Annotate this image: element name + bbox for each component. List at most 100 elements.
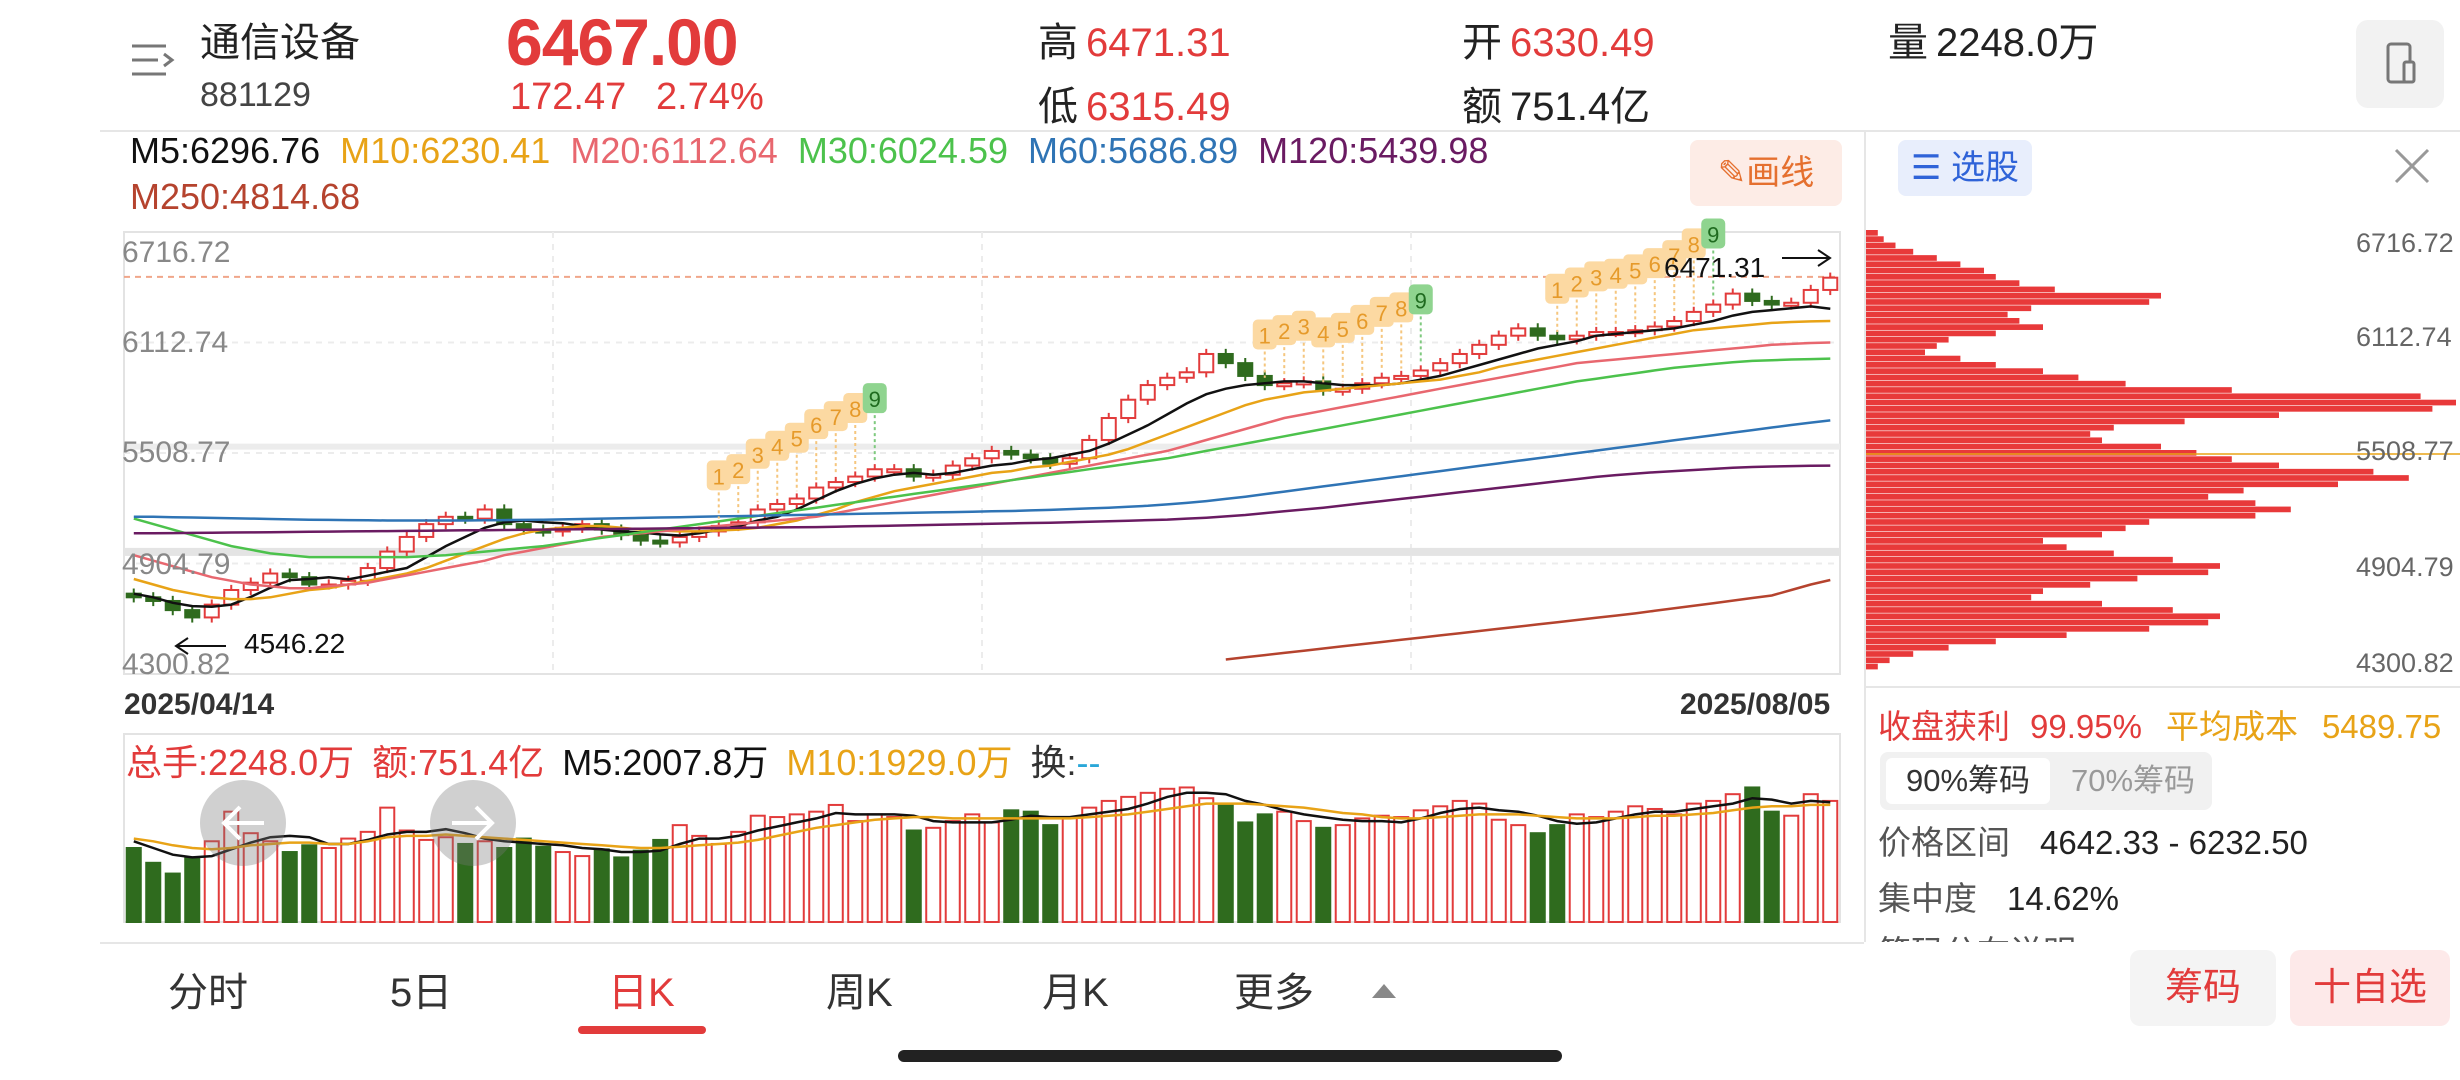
profile-bar <box>1866 588 2043 594</box>
volume-frame <box>123 733 1841 923</box>
tab-intraday[interactable]: 分时 <box>168 971 248 1015</box>
volume-bar <box>262 840 279 923</box>
candle-body <box>1822 276 1839 291</box>
candlestick-chart[interactable]: 1 23 4 56 7 8 91 2 3 4 5 6 7 8 9 1 2 3 4 5 6 7 8 9 <box>0 0 1870 940</box>
volume-bar <box>184 856 201 923</box>
volume-bar <box>730 830 747 924</box>
scroll-left-button[interactable] <box>200 780 286 866</box>
ma20-label: M20:6112.64 <box>570 130 778 171</box>
td-count-label: 9 <box>869 387 881 412</box>
td-count-badge <box>862 383 887 414</box>
volume-bar <box>788 813 805 924</box>
landscape-toggle-button[interactable] <box>2356 20 2444 108</box>
volume-bar <box>574 855 591 924</box>
draw-line-button[interactable]: ✎画线 <box>1690 140 1842 206</box>
profile-bar <box>1866 336 1949 343</box>
volume-bar <box>827 803 844 923</box>
candle-body <box>1763 299 1780 306</box>
seg-90-option[interactable]: 90%筹码 <box>1886 758 2050 804</box>
profile-bar <box>1866 600 2102 607</box>
profile-bar <box>1866 368 2043 374</box>
td-count-badge <box>1701 218 1726 249</box>
volume-bar <box>1198 797 1215 924</box>
candle-body <box>1276 382 1293 388</box>
td-count-label: 3 <box>1590 265 1602 290</box>
candle-body <box>847 475 864 484</box>
add-watchlist-button[interactable]: 十自选 <box>2290 950 2450 1026</box>
td-count-badge <box>706 460 731 491</box>
ma-legend-row2: M250:4814.68 <box>130 176 380 218</box>
td-count-label: 2 <box>1278 319 1290 344</box>
total-volume-label: 总手:2248.0万 <box>126 742 355 783</box>
candle-body <box>1724 292 1741 306</box>
profile-bar <box>1866 450 2197 456</box>
tab-weekly-k[interactable]: 周K <box>826 971 893 1015</box>
volume-bar <box>905 829 922 923</box>
stock-picker-button[interactable]: ☰ 选股 <box>1898 140 2032 196</box>
td-count-badge <box>726 454 751 485</box>
profile-bar <box>1866 550 2114 557</box>
high-arrow-icon <box>1782 249 1832 267</box>
tab-daily-k[interactable]: 日K <box>608 971 675 1015</box>
volume-bar <box>1159 787 1176 923</box>
volume-bar <box>359 830 376 924</box>
volume-bar <box>983 821 1000 923</box>
candle-body <box>652 539 669 545</box>
caret-up-icon[interactable] <box>1370 980 1398 1005</box>
volume-bar <box>1373 814 1390 924</box>
menu-icon[interactable] <box>130 40 176 80</box>
candle-body <box>1744 292 1761 302</box>
close-icon[interactable] <box>2392 146 2432 186</box>
volume-bar <box>496 847 513 923</box>
candle-body <box>1373 376 1390 385</box>
td-count-label: 8 <box>849 397 861 422</box>
candle-body <box>1003 449 1020 456</box>
ma-line-m250 <box>1225 578 1831 661</box>
td-count-badge <box>1584 261 1609 292</box>
volume-bar <box>593 848 610 924</box>
candle-body <box>1490 334 1507 346</box>
profile-bar <box>1866 230 1878 236</box>
candle-body <box>632 534 649 542</box>
candle-body <box>1549 334 1566 341</box>
profile-bar <box>1866 330 1996 337</box>
candle-body <box>1568 334 1585 341</box>
profile-bar <box>1866 563 2220 569</box>
volume-bar <box>1334 824 1351 923</box>
profile-bar <box>1866 544 2067 550</box>
scroll-right-button[interactable] <box>430 780 516 866</box>
candle-body <box>1139 384 1156 401</box>
profile-label-3: 5508.77 <box>2356 436 2454 466</box>
profile-bar <box>1866 349 1925 356</box>
td-count-label: 6 <box>810 413 822 438</box>
profile-bar <box>1866 355 1961 362</box>
profile-bar <box>1866 305 2032 312</box>
volume-bar <box>1627 805 1644 923</box>
td-count-badge <box>1369 296 1394 327</box>
profile-bar <box>1866 638 1996 645</box>
volume-ma-line-m5 <box>133 791 1831 859</box>
tab-5day[interactable]: 5日 <box>390 971 453 1015</box>
chip-ratio-toggle[interactable]: 90%筹码 70%筹码 <box>1880 752 2212 810</box>
active-tab-indicator <box>578 1026 706 1034</box>
volume-ma-line-m10 <box>133 802 1831 851</box>
td-count-badge <box>804 409 829 440</box>
profile-bar <box>1866 538 2043 544</box>
volume-bar <box>1081 806 1098 923</box>
seg-70-option[interactable]: 70%筹码 <box>2070 763 2196 798</box>
candle-body <box>164 599 181 612</box>
candle-body <box>1666 320 1683 328</box>
end-date: 2025/08/05 <box>1680 688 1831 721</box>
ma120-label: M120:5439.98 <box>1258 130 1489 171</box>
tab-monthly-k[interactable]: 月K <box>1042 971 1109 1015</box>
profile-bar <box>1866 393 2421 400</box>
tab-more[interactable]: 更多 <box>1234 971 1314 1015</box>
td-count-label: 3 <box>1298 315 1310 340</box>
support-band <box>124 547 1840 556</box>
candle-body <box>301 576 318 586</box>
explain-row[interactable]: 筹码分布说明 <box>1866 926 2460 942</box>
volume-bar <box>1490 818 1507 924</box>
chips-button[interactable]: 筹码 <box>2130 950 2276 1026</box>
td-count-label: 4 <box>1317 321 1329 346</box>
td-count-label: 1 <box>713 464 725 489</box>
